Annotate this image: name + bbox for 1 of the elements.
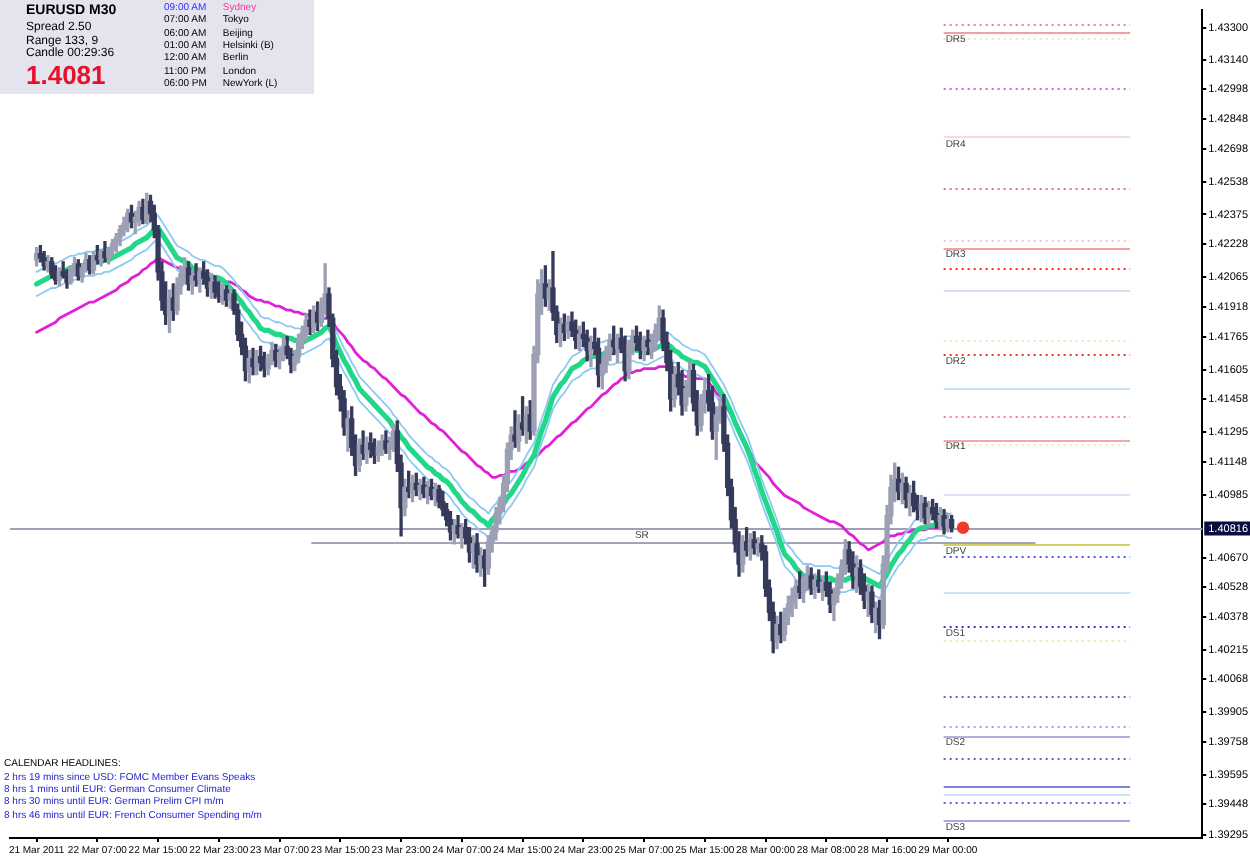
annotation: 1.4081 bbox=[26, 60, 106, 90]
